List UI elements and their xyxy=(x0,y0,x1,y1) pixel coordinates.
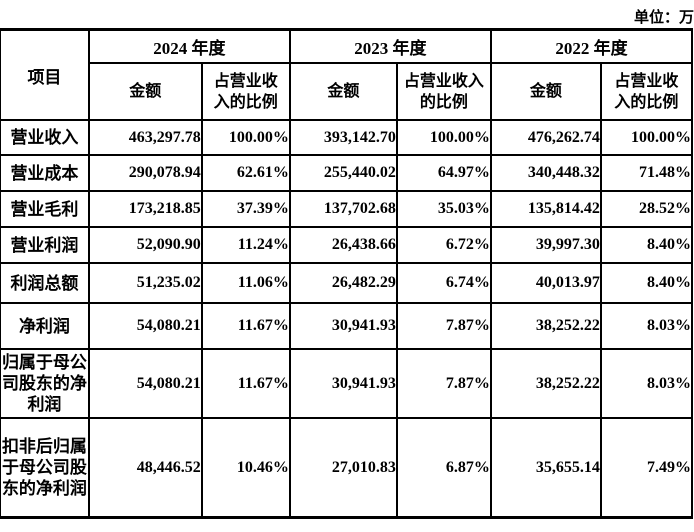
ratio-cell: 62.61% xyxy=(200,154,291,192)
row-label: 营业利润 xyxy=(0,226,90,264)
amount-header-2022: 金额 xyxy=(489,62,602,121)
year-header-2022: 2022 年度 xyxy=(489,28,694,64)
year-header-row: 项目 2024 年度 2023 年度 2022 年度 xyxy=(0,28,694,121)
ratio-cell: 8.40% xyxy=(599,226,694,264)
ratio-cell: 37.39% xyxy=(200,190,291,228)
ratio-cell: 8.03% xyxy=(599,348,694,419)
row-label: 净利润 xyxy=(0,302,90,350)
ratio-cell: 7.87% xyxy=(395,302,492,350)
amount-cell: 39,997.30 xyxy=(489,226,602,264)
table-row: 净利润 54,080.21 11.67% 30,941.93 7.87% 38,… xyxy=(0,302,694,350)
ratio-header-2023: 占营业收入的比例 xyxy=(395,62,492,121)
table-row: 营业毛利 173,218.85 37.39% 137,702.68 35.03%… xyxy=(0,190,694,228)
ratio-cell: 64.97% xyxy=(395,154,492,192)
ratio-cell: 6.87% xyxy=(395,417,492,519)
amount-cell: 393,142.70 xyxy=(288,119,398,156)
amount-cell: 30,941.93 xyxy=(288,302,398,350)
ratio-header-2022: 占营业收入的比例 xyxy=(599,62,694,121)
ratio-cell: 11.24% xyxy=(200,226,291,264)
ratio-cell: 6.72% xyxy=(395,226,492,264)
amount-cell: 51,235.02 xyxy=(87,262,203,304)
ratio-cell: 11.67% xyxy=(200,302,291,350)
financial-table: 项目 2024 年度 2023 年度 2022 年度 金额 占营业收入的比例 金… xyxy=(0,28,694,519)
amount-cell: 30,941.93 xyxy=(288,348,398,419)
amount-cell: 35,655.14 xyxy=(489,417,602,519)
row-label: 营业毛利 xyxy=(0,190,90,228)
amount-cell: 26,438.66 xyxy=(288,226,398,264)
amount-cell: 173,218.85 xyxy=(87,190,203,228)
item-header: 项目 xyxy=(0,28,90,121)
amount-cell: 476,262.74 xyxy=(489,119,602,156)
ratio-cell: 35.03% xyxy=(395,190,492,228)
ratio-header-2024: 占营业收入的比例 xyxy=(200,62,291,121)
amount-cell: 38,252.22 xyxy=(489,302,602,350)
amount-cell: 54,080.21 xyxy=(87,302,203,350)
ratio-cell: 100.00% xyxy=(599,119,694,156)
amount-cell: 290,078.94 xyxy=(87,154,203,192)
amount-cell: 137,702.68 xyxy=(288,190,398,228)
amount-cell: 135,814.42 xyxy=(489,190,602,228)
row-label: 营业收入 xyxy=(0,119,90,156)
table-row: 营业利润 52,090.90 11.24% 26,438.66 6.72% 39… xyxy=(0,226,694,264)
amount-cell: 340,448.32 xyxy=(489,154,602,192)
table-row: 归属于母公司股东的净利润 54,080.21 11.67% 30,941.93 … xyxy=(0,348,694,419)
table-row: 营业收入 463,297.78 100.00% 393,142.70 100.0… xyxy=(0,119,694,156)
amount-header-2024: 金额 xyxy=(87,62,203,121)
table-row: 营业成本 290,078.94 62.61% 255,440.02 64.97%… xyxy=(0,154,694,192)
amount-cell: 255,440.02 xyxy=(288,154,398,192)
ratio-cell: 11.67% xyxy=(200,348,291,419)
ratio-cell: 100.00% xyxy=(200,119,291,156)
ratio-cell: 100.00% xyxy=(395,119,492,156)
year-header-2024: 2024 年度 xyxy=(87,28,291,64)
amount-cell: 40,013.97 xyxy=(489,262,602,304)
year-header-2023: 2023 年度 xyxy=(288,28,492,64)
row-label: 扣非后归属于母公司股东的净利润 xyxy=(0,417,90,519)
ratio-cell: 6.74% xyxy=(395,262,492,304)
amount-cell: 26,482.29 xyxy=(288,262,398,304)
amount-cell: 38,252.22 xyxy=(489,348,602,419)
ratio-cell: 7.87% xyxy=(395,348,492,419)
ratio-cell: 11.06% xyxy=(200,262,291,304)
ratio-cell: 8.40% xyxy=(599,262,694,304)
table-row: 扣非后归属于母公司股东的净利润 48,446.52 10.46% 27,010.… xyxy=(0,417,694,519)
ratio-cell: 71.48% xyxy=(599,154,694,192)
amount-header-2023: 金额 xyxy=(288,62,398,121)
amount-cell: 52,090.90 xyxy=(87,226,203,264)
amount-cell: 463,297.78 xyxy=(87,119,203,156)
table-row: 利润总额 51,235.02 11.06% 26,482.29 6.74% 40… xyxy=(0,262,694,304)
amount-cell: 48,446.52 xyxy=(87,417,203,519)
amount-cell: 27,010.83 xyxy=(288,417,398,519)
row-label: 营业成本 xyxy=(0,154,90,192)
unit-label: 单位：万 xyxy=(633,10,694,26)
ratio-cell: 28.52% xyxy=(599,190,694,228)
ratio-cell: 10.46% xyxy=(200,417,291,519)
ratio-cell: 7.49% xyxy=(599,417,694,519)
ratio-cell: 8.03% xyxy=(599,302,694,350)
row-label: 利润总额 xyxy=(0,262,90,304)
row-label: 归属于母公司股东的净利润 xyxy=(0,348,90,419)
amount-cell: 54,080.21 xyxy=(87,348,203,419)
sub-header-row: 金额 占营业收入的比例 金额 占营业收入的比例 金额 占营业收入的比例 xyxy=(0,62,694,121)
